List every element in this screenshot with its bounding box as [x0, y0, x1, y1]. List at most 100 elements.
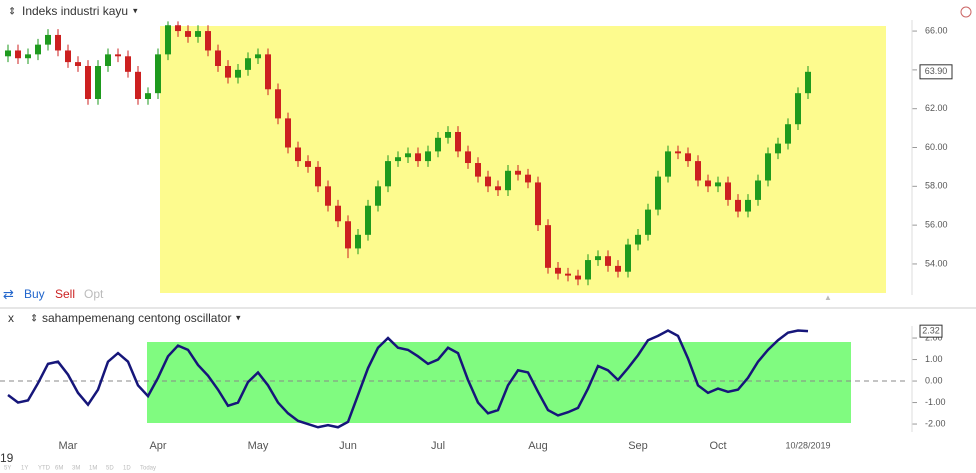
y-tick-label: 58.00: [925, 181, 948, 191]
candle-body: [145, 93, 151, 99]
candle-body: [575, 275, 581, 280]
candle-body: [595, 256, 601, 261]
candle-body: [555, 267, 561, 274]
dropdown-icon[interactable]: ▾: [133, 5, 138, 15]
trade-icon[interactable]: ⇄: [3, 286, 14, 301]
instrument-name[interactable]: Indeks industri kayu: [22, 4, 128, 18]
y-tick-label: 60.00: [925, 142, 948, 152]
candle-body: [225, 65, 231, 78]
candle-body: [55, 34, 61, 51]
candle-body: [165, 25, 171, 55]
sort-icon: ⇕: [8, 7, 16, 18]
candle-body: [735, 199, 741, 212]
sell-button[interactable]: Sell: [55, 287, 75, 301]
candle-body: [215, 50, 221, 66]
candle-body: [565, 273, 571, 276]
sort-icon: ⇕: [30, 314, 38, 325]
candle-body: [295, 147, 301, 162]
candle-body: [355, 234, 361, 249]
opt-button[interactable]: Opt: [84, 287, 104, 301]
candle-body: [715, 182, 721, 187]
range-button[interactable]: 5Y: [4, 466, 11, 472]
candle-body: [135, 71, 141, 99]
candle-body: [475, 163, 481, 177]
x-tick-label: Oct: [709, 440, 726, 452]
candle-body: [415, 153, 421, 162]
candle-body: [535, 182, 541, 226]
x-tick-label: Sep: [628, 440, 648, 452]
candle-body: [695, 161, 701, 181]
y-tick-label: 1.00: [925, 354, 943, 364]
candle-body: [125, 56, 131, 72]
x-tick-label: Apr: [149, 440, 166, 452]
candle-body: [105, 54, 111, 66]
candle-body: [685, 153, 691, 162]
y-tick-label: 56.00: [925, 220, 948, 230]
candle-body: [85, 65, 91, 99]
candle-body: [705, 180, 711, 187]
candle-body: [765, 153, 771, 181]
candle-body: [805, 71, 811, 94]
candle-body: [465, 151, 471, 164]
candle-body: [65, 50, 71, 63]
candle-body: [525, 174, 531, 183]
dropdown-icon[interactable]: ▾: [236, 312, 241, 322]
candle-body: [175, 25, 181, 32]
candle-body: [265, 54, 271, 90]
candle-body: [385, 161, 391, 187]
range-button[interactable]: 5D: [106, 466, 114, 472]
candle-body: [395, 157, 401, 162]
indicator-name[interactable]: sahampemenang centong oscillator: [42, 311, 231, 325]
candle-body: [435, 137, 441, 152]
candle-body: [205, 31, 211, 51]
y-tick-label: 54.00: [925, 258, 948, 268]
current-value-label: 2.32: [922, 326, 940, 336]
candle-body: [5, 50, 11, 57]
candle-body: [615, 265, 621, 272]
x-tick-label: Jun: [339, 440, 357, 452]
candle-body: [405, 153, 411, 158]
candle-body: [185, 31, 191, 37]
candle-body: [605, 256, 611, 266]
year-fragment: 19: [0, 451, 14, 465]
candle-body: [455, 131, 461, 152]
x-tick-label: Mar: [59, 440, 78, 452]
candle-body: [335, 205, 341, 222]
buy-button[interactable]: Buy: [24, 287, 45, 301]
candle-body: [785, 124, 791, 144]
candle-body: [655, 176, 661, 210]
candle-body: [75, 62, 81, 66]
candle-body: [635, 234, 641, 245]
candle-body: [235, 69, 241, 78]
current-price-box: [919, 64, 953, 80]
candle-body: [45, 34, 51, 45]
candle-body: [545, 225, 551, 268]
candle-body: [645, 209, 651, 235]
candle-body: [375, 186, 381, 206]
candle-body: [585, 260, 591, 280]
y-tick-label: 62.00: [925, 103, 948, 113]
range-button[interactable]: 1M: [89, 466, 97, 472]
y-tick-label: -2.00: [925, 418, 946, 428]
candle-body: [305, 161, 311, 167]
candle-body: [485, 176, 491, 187]
candle-body: [15, 50, 21, 59]
current-value-box: [919, 324, 943, 338]
range-button[interactable]: 1Y: [21, 466, 28, 472]
y-tick-label: -1.00: [925, 397, 946, 407]
candle-body: [275, 89, 281, 119]
range-button[interactable]: 6M: [55, 466, 63, 472]
collapse-icon[interactable]: ▲: [824, 293, 832, 302]
range-button[interactable]: YTD: [38, 466, 51, 472]
candle-body: [675, 151, 681, 154]
y-tick-label: 0.00: [925, 375, 943, 385]
candle-body: [195, 31, 201, 37]
range-button[interactable]: 3M: [72, 466, 80, 472]
candle-body: [315, 166, 321, 187]
settings-icon[interactable]: [960, 6, 972, 18]
range-button[interactable]: Today: [140, 466, 156, 472]
candle-body: [775, 143, 781, 154]
close-indicator[interactable]: x: [8, 311, 14, 325]
range-button[interactable]: 1D: [123, 466, 131, 472]
candle-body: [115, 54, 121, 57]
